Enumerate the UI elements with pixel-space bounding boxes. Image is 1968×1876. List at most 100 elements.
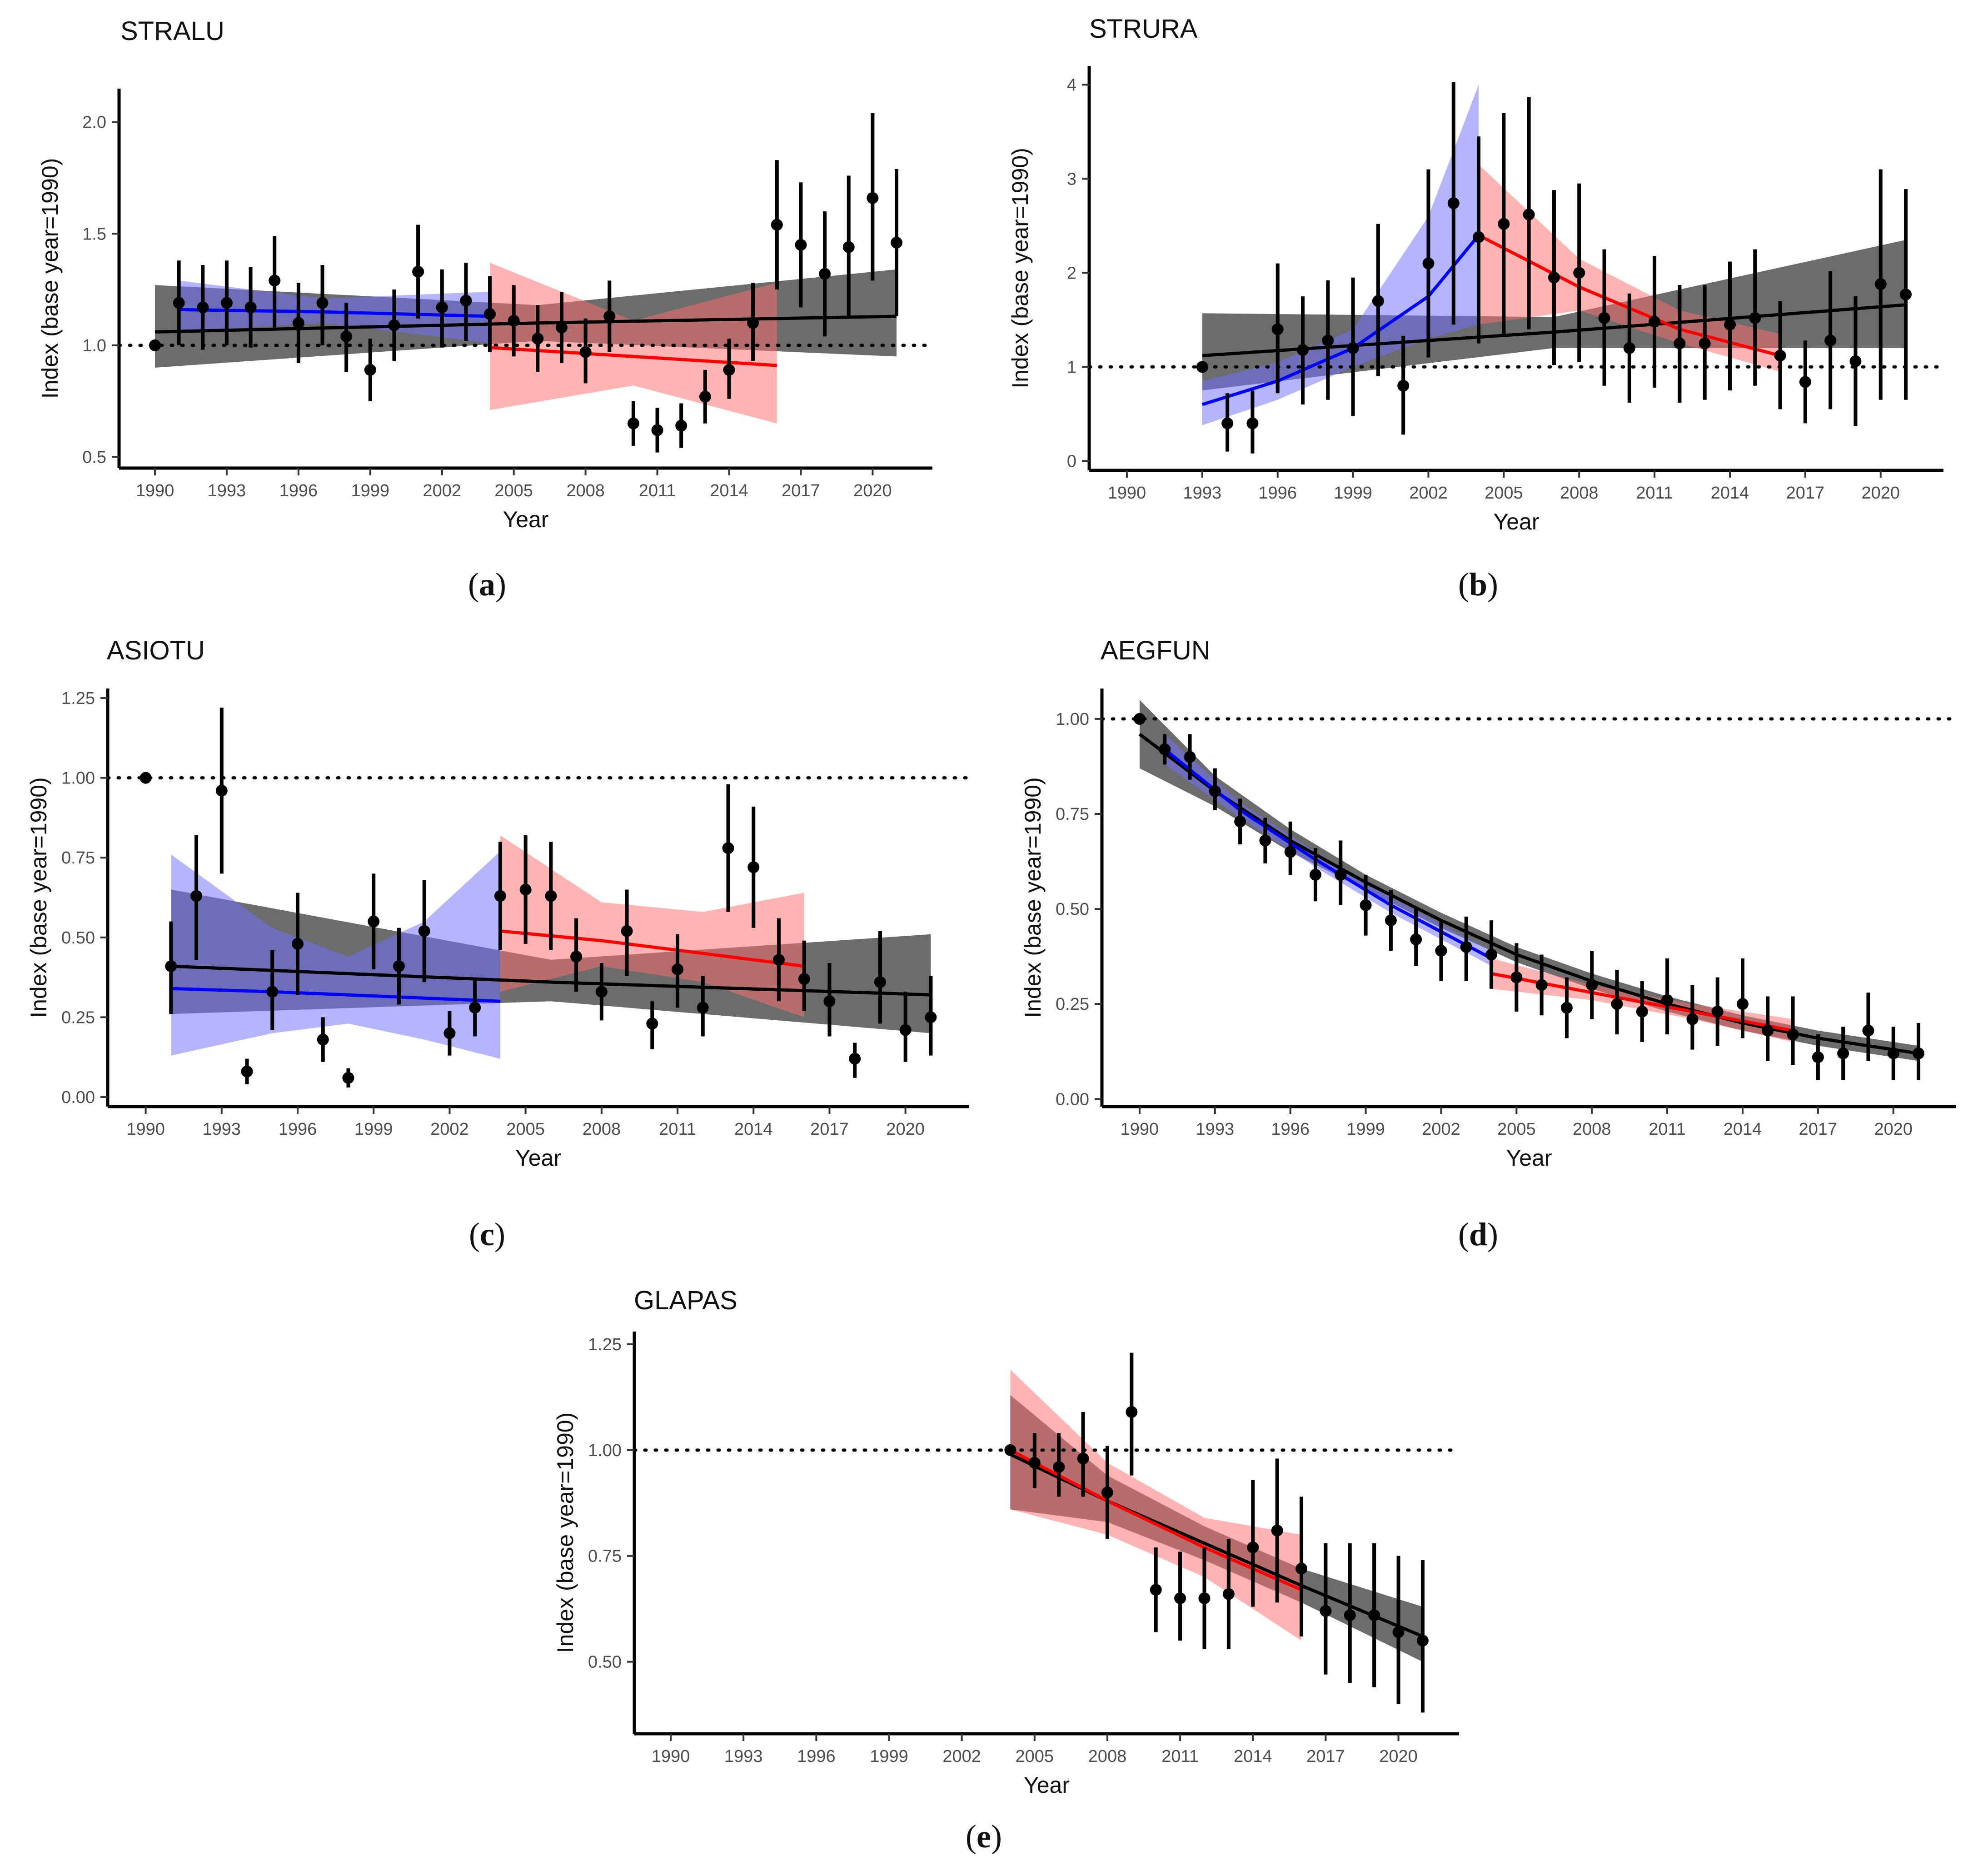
data-point: [1598, 312, 1610, 324]
x-tick-label: 2014: [710, 481, 748, 500]
confidence-band-period-1: [1202, 85, 1479, 425]
data-point: [1416, 1635, 1429, 1647]
data-point: [1234, 815, 1246, 828]
x-tick-label: 1996: [279, 1120, 317, 1139]
data-point: [1196, 361, 1208, 373]
y-tick-label: 1.5: [82, 225, 106, 244]
y-tick-label: 2: [1067, 264, 1076, 283]
x-tick-label: 2002: [423, 481, 461, 500]
data-point: [1295, 1562, 1308, 1575]
x-tick-label: 1996: [1258, 484, 1297, 503]
data-point: [1247, 1542, 1259, 1554]
data-point: [819, 268, 831, 280]
data-point: [1150, 1584, 1162, 1596]
y-tick-label: 1.00: [588, 1441, 622, 1460]
data-point: [925, 1011, 937, 1023]
data-point: [1510, 971, 1523, 983]
data-point: [651, 424, 663, 436]
data-point: [1174, 1592, 1186, 1604]
x-tick-label: 2002: [1409, 484, 1448, 503]
data-point: [874, 976, 886, 988]
data-point: [1297, 344, 1309, 356]
x-tick-label: 1999: [870, 1747, 908, 1766]
data-point: [1623, 342, 1635, 354]
x-tick-label: 1990: [136, 481, 174, 500]
data-point: [1535, 979, 1548, 991]
chart-plot-e: 1990 1993 1996 1999 2002 2005 2008 2011 2014 2017…: [553, 1332, 1461, 1798]
data-point: [340, 330, 353, 343]
data-point: [1222, 1588, 1235, 1600]
data-point: [173, 297, 185, 309]
data-point: [1284, 846, 1296, 858]
x-tick-label: 2011: [659, 1120, 696, 1139]
y-tick-label: 3: [1067, 170, 1076, 189]
chart-title: GLAPAS: [634, 1286, 737, 1315]
data-point: [1335, 868, 1347, 881]
y-tick-label: 1.0: [82, 336, 106, 355]
data-point: [1711, 1005, 1724, 1018]
data-point: [1812, 1051, 1824, 1063]
data-point: [190, 890, 203, 902]
x-axis-label: Year: [1493, 509, 1539, 534]
confidence-band-period-1: [1165, 734, 1492, 966]
x-tick-label: 2014: [734, 1120, 773, 1139]
data-point: [747, 317, 759, 329]
data-point: [795, 239, 807, 251]
data-point: [532, 333, 544, 345]
data-point: [699, 390, 711, 403]
data-point: [1053, 1461, 1065, 1473]
chart-panel-a: STRALU 1990 1993 1996 1999 2002 2005 2008 2011 2…: [0, 0, 984, 623]
data-point: [436, 301, 448, 314]
data-point: [469, 1002, 481, 1014]
data-point: [1485, 948, 1498, 961]
data-point: [508, 314, 520, 327]
data-point: [595, 986, 608, 998]
y-tick-label: 0.00: [61, 1088, 95, 1107]
chart-title: AEGFUN: [1101, 636, 1211, 665]
x-tick-label: 1993: [203, 1120, 241, 1139]
y-tick-label: 1.25: [588, 1335, 622, 1354]
data-point: [1271, 1524, 1283, 1537]
data-point: [1184, 751, 1196, 763]
data-point: [1724, 319, 1736, 331]
data-point: [269, 274, 281, 287]
data-point: [368, 915, 380, 928]
data-point: [484, 308, 496, 320]
data-point: [1259, 834, 1271, 847]
data-point: [266, 986, 279, 998]
x-tick-label: 2005: [506, 1120, 545, 1139]
data-point: [1636, 1005, 1648, 1018]
x-tick-label: 2017: [1799, 1120, 1838, 1139]
x-tick-label: 1993: [1183, 484, 1222, 503]
data-point: [646, 1018, 658, 1030]
caption-c: (c): [469, 1216, 505, 1252]
data-point: [798, 973, 810, 985]
data-point: [1699, 337, 1711, 349]
data-point: [603, 310, 616, 322]
x-tick-label: 1993: [208, 481, 246, 500]
data-point: [443, 1027, 456, 1039]
data-point: [675, 419, 688, 432]
data-point: [1271, 323, 1284, 335]
caption-d: (d): [1458, 1216, 1498, 1252]
data-point: [1498, 218, 1510, 230]
data-point: [570, 950, 583, 963]
data-point: [494, 890, 506, 902]
x-tick-label: 1999: [1334, 484, 1372, 503]
data-point: [1874, 278, 1887, 290]
data-point: [149, 339, 161, 351]
chart-panel-c: ASIOTU 1990 1993 1996 1999 2002 2005 2008 2011 2…: [0, 623, 984, 1272]
x-tick-label: 1990: [652, 1747, 690, 1766]
x-tick-label: 2020: [1861, 484, 1900, 503]
x-tick-label: 1990: [1121, 1120, 1159, 1139]
caption-b: (b): [1458, 566, 1498, 603]
data-point: [1799, 376, 1811, 388]
y-tick-label: 0: [1067, 452, 1076, 471]
confidence-band-overall: [1010, 1395, 1423, 1662]
x-tick-label: 1999: [354, 1120, 393, 1139]
data-point: [1221, 417, 1234, 429]
y-tick-label: 0.50: [1056, 900, 1089, 919]
data-point: [1246, 417, 1259, 429]
data-point: [460, 294, 472, 307]
x-tick-label: 2008: [566, 481, 605, 500]
